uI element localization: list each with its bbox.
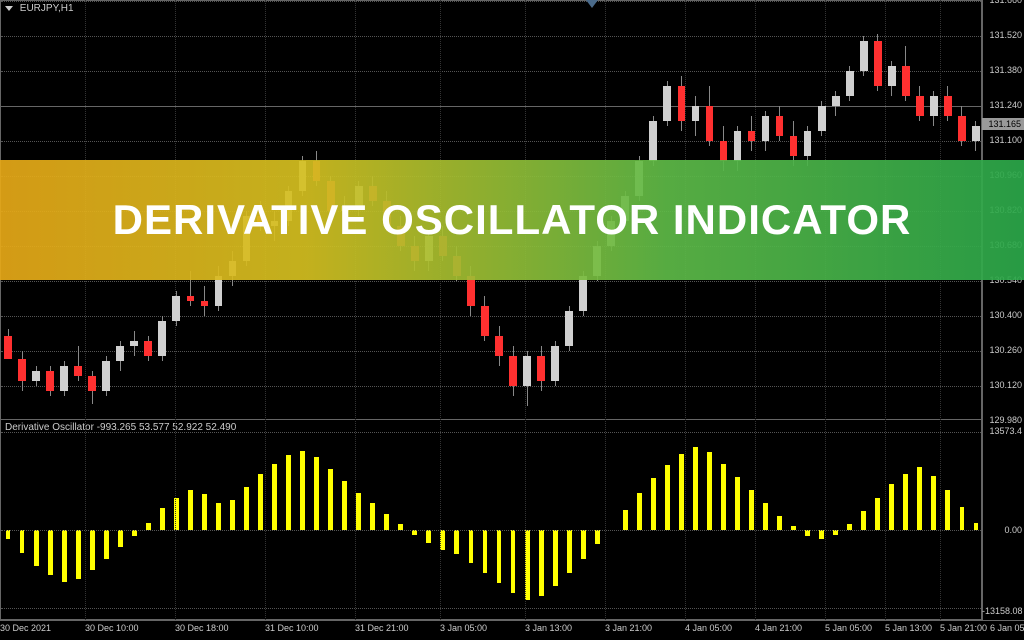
price-tick: 130.120 (982, 380, 1022, 390)
price-tick: 131.660 (982, 0, 1022, 5)
time-tick: 5 Jan 13:00 (885, 623, 932, 633)
indicator-tick: 13573.4 (982, 426, 1022, 436)
symbol-label: EURJPY,H1 (20, 3, 74, 14)
time-tick: 30 Dec 10:00 (85, 623, 139, 633)
indicator-tick: -13158.08 (982, 606, 1022, 616)
price-tick: 131.380 (982, 65, 1022, 75)
time-tick: 30 Dec 18:00 (175, 623, 229, 633)
price-tick: 131.240 (982, 100, 1022, 110)
chart-symbol: EURJPY,H1 (5, 3, 74, 14)
chevron-down-icon (5, 6, 13, 11)
time-tick: 4 Jan 05:00 (685, 623, 732, 633)
time-tick: 6 Jan 05:00 (990, 623, 1024, 633)
indicator-panel[interactable]: Derivative Oscillator -993.265 53.577 52… (0, 420, 982, 620)
time-tick: 3 Jan 05:00 (440, 623, 487, 633)
price-tick: 131.520 (982, 30, 1022, 40)
indicator-axis: 13573.4 0.00 -13158.08 (982, 420, 1024, 620)
time-axis: 30 Dec 2021 30 Dec 10:00 30 Dec 18:00 31 De… (0, 620, 1024, 640)
marker-icon (586, 0, 598, 8)
price-tick: 129.980 (982, 415, 1022, 425)
time-tick: 5 Jan 05:00 (825, 623, 872, 633)
indicator-tick: 0.00 (982, 525, 1022, 535)
time-tick: 30 Dec 2021 (0, 623, 51, 633)
price-tick: 130.260 (982, 345, 1022, 355)
current-price: 131.165 (982, 118, 1024, 130)
time-tick: 3 Jan 13:00 (525, 623, 572, 633)
title-banner: DERIVATIVE OSCILLATOR INDICATOR (0, 160, 1024, 280)
time-tick: 31 Dec 21:00 (355, 623, 409, 633)
price-tick: 130.400 (982, 310, 1022, 320)
time-tick: 31 Dec 10:00 (265, 623, 319, 633)
time-tick: 4 Jan 21:00 (755, 623, 802, 633)
histogram (1, 420, 983, 620)
price-tick: 131.100 (982, 135, 1022, 145)
time-tick: 5 Jan 21:00 (940, 623, 987, 633)
time-tick: 3 Jan 21:00 (605, 623, 652, 633)
banner-text: DERIVATIVE OSCILLATOR INDICATOR (113, 196, 912, 244)
